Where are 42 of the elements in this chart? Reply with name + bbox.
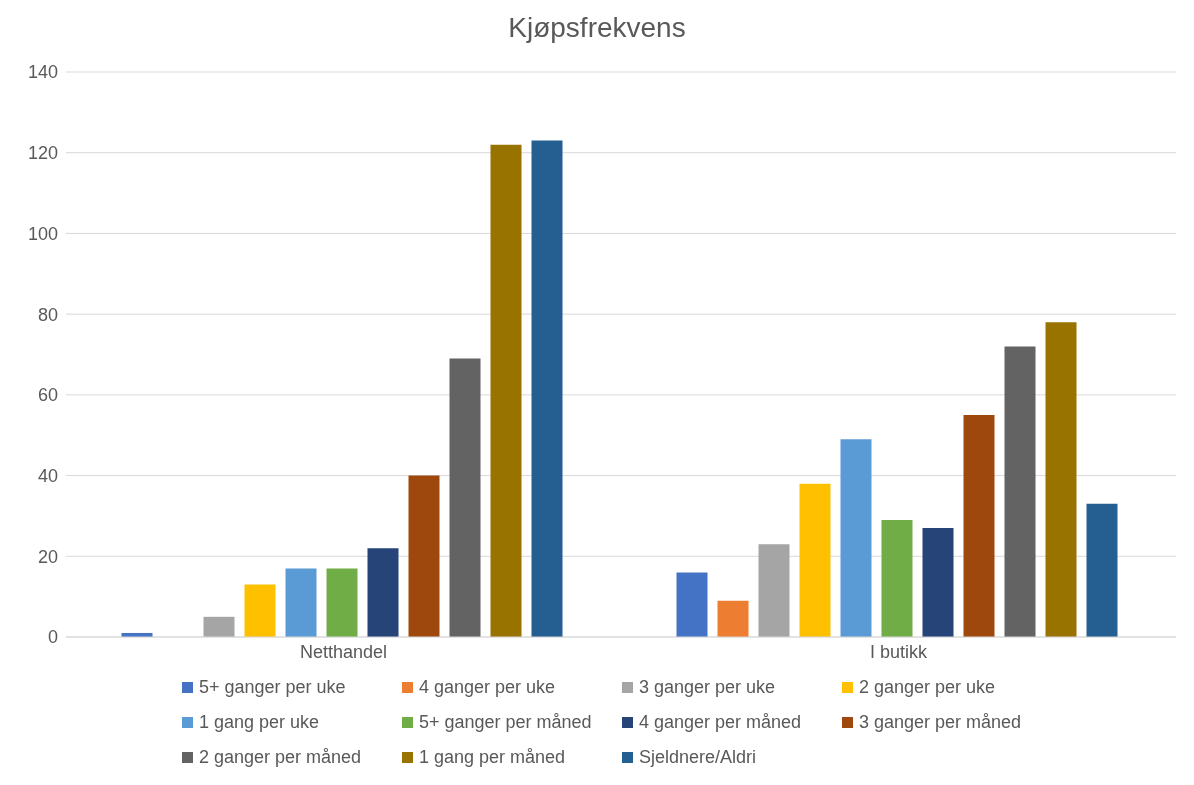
bar — [367, 548, 399, 637]
bar — [963, 415, 995, 637]
bar — [758, 544, 790, 637]
x-tick-label: I butikk — [869, 641, 929, 662]
y-tick-label: 20 — [37, 546, 58, 567]
y-tick-label: 40 — [37, 465, 58, 486]
legend-label: 5+ ganger per uke — [199, 677, 346, 698]
legend-label: 1 gang per måned — [419, 747, 566, 768]
chart-title: Kjøpsfrekvens — [507, 11, 687, 45]
legend-label: 3 ganger per uke — [639, 677, 776, 698]
legend-label: 1 gang per uke — [199, 712, 320, 733]
legend-label: 4 ganger per uke — [419, 677, 556, 698]
y-tick-label: 0 — [47, 627, 58, 648]
bar — [1086, 503, 1118, 637]
legend-label: 5+ ganger per måned — [419, 712, 592, 733]
bar — [717, 600, 749, 637]
bar — [408, 475, 440, 637]
legend-label: Sjeldnere/Aldri — [639, 747, 757, 768]
y-tick-label: 80 — [37, 304, 58, 325]
legend-label: 3 ganger per måned — [859, 712, 1022, 733]
bar — [531, 140, 563, 637]
legend-label: 2 ganger per måned — [199, 747, 362, 768]
y-tick-label: 120 — [27, 143, 58, 164]
bar — [840, 439, 872, 637]
bar — [203, 616, 235, 637]
bar — [326, 568, 358, 637]
bar — [881, 519, 913, 637]
bar — [285, 568, 317, 637]
x-tick-label: Netthandel — [299, 641, 388, 662]
bar — [449, 358, 481, 637]
bar — [922, 528, 954, 637]
bar — [490, 144, 522, 637]
bar — [799, 483, 831, 637]
bar — [1004, 346, 1036, 637]
y-tick-label: 100 — [27, 223, 58, 244]
y-tick-label: 60 — [37, 385, 58, 406]
y-tick-label: 140 — [27, 62, 58, 83]
bar — [244, 584, 276, 637]
legend-label: 4 ganger per måned — [639, 712, 802, 733]
bar — [1045, 322, 1077, 637]
legend-label: 2 ganger per uke — [859, 677, 996, 698]
bar — [676, 572, 708, 637]
